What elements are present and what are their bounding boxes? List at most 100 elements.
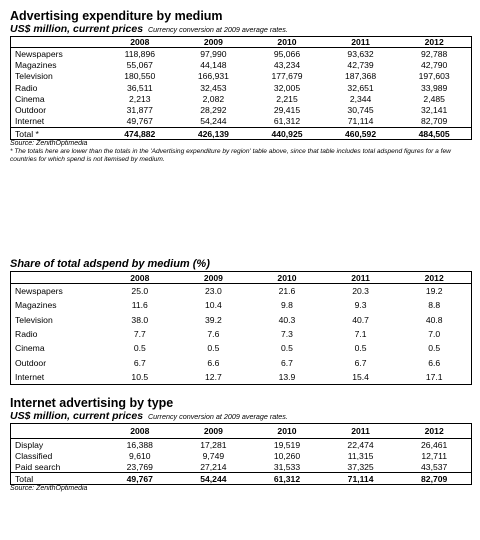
cell-value: 9,610 (129, 450, 151, 461)
cell-value: 26,461 (421, 439, 448, 450)
cell-value: 0.5 (207, 343, 220, 354)
share-table: 2008 2009 2010 2011 2012 Newspapers 25.0… (11, 272, 471, 384)
internet-title: Internet advertising by type (10, 396, 174, 410)
cell-value: 9,749 (202, 450, 225, 461)
row-label: Outdoor (15, 105, 47, 116)
advertising-expenditure-section: Advertising expenditure by medium US$ mi… (10, 9, 472, 164)
year-header: 2008 (103, 37, 177, 48)
cell-value: 9.8 (281, 300, 293, 311)
total-value: 440,925 (250, 127, 324, 140)
cell-value: 11.6 (131, 300, 148, 311)
row-label: Magazines (15, 300, 57, 311)
year-header: 2011 (323, 37, 398, 48)
cell-value: 55,067 (126, 59, 153, 70)
table-row: Display 16,388 17,281 19,519 22,474 26,4… (11, 439, 471, 451)
table-row: Classified 9,610 9,749 10,260 11,315 12,… (11, 450, 471, 461)
header-blank (11, 272, 103, 284)
table-row: Magazines 11.6 10.4 9.8 9.3 8.8 (11, 298, 471, 312)
table-row: Internet 10.5 12.7 13.9 15.4 17.1 (11, 370, 471, 384)
cell-value: 0.5 (428, 343, 441, 354)
cell-value: 32,005 (273, 82, 301, 93)
year-header: 2010 (250, 424, 324, 439)
cell-value: 6.7 (354, 357, 367, 368)
cell-value: 31,877 (126, 105, 153, 116)
cell-value: 40.3 (278, 314, 296, 325)
cell-value: 43,234 (273, 59, 301, 70)
total-value: 49,767 (103, 472, 177, 484)
row-label: Outdoor (15, 357, 47, 368)
cell-value: 40.8 (425, 314, 443, 325)
year-header: 2011 (323, 272, 398, 284)
row-label: Cinema (15, 343, 45, 354)
row-label: Internet (15, 371, 45, 382)
cell-value: 17,281 (200, 439, 227, 450)
table-row: Internet 49,767 54,244 61,312 71,114 82,… (11, 116, 471, 128)
table-row: Outdoor 31,877 28,292 29,415 30,745 32,1… (11, 104, 471, 115)
cell-value: 187,368 (345, 71, 377, 82)
cell-value: 33,989 (421, 82, 448, 93)
row-label: Display (15, 439, 44, 450)
year-header: 2010 (250, 272, 324, 284)
cell-value: 32,453 (200, 82, 227, 93)
cell-value: 2,082 (202, 93, 225, 104)
cell-value: 10.4 (205, 300, 222, 311)
cell-value: 180,550 (124, 71, 156, 82)
total-value: 474,882 (103, 127, 177, 140)
table-row: Television 180,550 166,931 177,679 187,3… (11, 71, 471, 82)
year-header: 2012 (397, 272, 471, 284)
cell-value: 22,474 (347, 439, 374, 450)
advertising-unit-note: Currency conversion at 2009 average rate… (147, 25, 288, 34)
cell-value: 36,511 (126, 82, 153, 93)
row-label: Magazines (15, 59, 57, 70)
cell-value: 44,148 (200, 59, 227, 70)
cell-value: 32,651 (347, 82, 374, 93)
internet-unit-label: US$ million, current prices (10, 410, 144, 422)
total-value: 54,244 (176, 472, 251, 484)
share-section: Share of total adspend by medium (%) 200… (10, 257, 472, 386)
cell-value: 27,214 (200, 461, 227, 472)
cell-value: 37,325 (347, 461, 374, 472)
cell-value: 40.7 (352, 314, 369, 325)
cell-value: 38.0 (131, 314, 149, 325)
cell-value: 20.3 (352, 286, 369, 297)
advertising-footnote: * The totals here are lower than the tot… (10, 148, 451, 164)
row-label: Television (15, 71, 53, 82)
internet-table: 2008 2009 2010 2011 2012 Display 16,388 … (11, 424, 471, 484)
total-label: Total (11, 472, 103, 484)
total-value: 460,592 (323, 127, 398, 140)
cell-value: 2,344 (349, 93, 372, 104)
total-value: 426,139 (176, 127, 251, 140)
cell-value: 61,312 (273, 116, 301, 127)
cell-value: 23,769 (126, 461, 153, 472)
cell-value: 42,739 (347, 59, 374, 70)
advertising-unit-label: US$ million, current prices (10, 23, 144, 35)
year-header: 2008 (103, 424, 177, 439)
cell-value: 6.7 (281, 357, 293, 368)
internet-unit: US$ million, current prices Currency con… (10, 410, 472, 423)
table-header-row: 2008 2009 2010 2011 2012 (11, 37, 471, 48)
cell-value: 92,788 (421, 48, 448, 59)
total-value: 61,312 (250, 472, 324, 484)
cell-value: 7.0 (428, 329, 441, 340)
cell-value: 42,790 (421, 59, 448, 70)
share-title: Share of total adspend by medium (%) (10, 258, 210, 270)
internet-table-frame: 2008 2009 2010 2011 2012 Display 16,388 … (10, 423, 472, 485)
table-row: Cinema 2,213 2,082 2,215 2,344 2,485 (11, 93, 471, 104)
year-header: 2008 (103, 272, 177, 284)
advertising-table-frame: 2008 2009 2010 2011 2012 Newspapers 118,… (10, 36, 472, 141)
cell-value: 12.7 (205, 371, 222, 382)
table-row: Television 38.0 39.2 40.3 40.7 40.8 (11, 313, 471, 327)
table-row: Outdoor 6.7 6.6 6.7 6.7 6.6 (11, 355, 471, 369)
row-label: Cinema (15, 93, 45, 104)
cell-value: 95,066 (273, 48, 301, 59)
cell-value: 43,537 (421, 461, 448, 472)
cell-value: 0.5 (354, 343, 367, 354)
row-label: Newspapers (15, 48, 63, 59)
cell-value: 11,315 (347, 450, 374, 461)
cell-value: 177,679 (271, 71, 303, 82)
table-row: Newspapers 118,896 97,990 95,066 93,632 … (11, 48, 471, 60)
cell-value: 166,931 (197, 71, 229, 82)
cell-value: 28,292 (200, 105, 227, 116)
cell-value: 2,215 (276, 93, 298, 104)
table-header-row: 2008 2009 2010 2011 2012 (11, 424, 471, 439)
